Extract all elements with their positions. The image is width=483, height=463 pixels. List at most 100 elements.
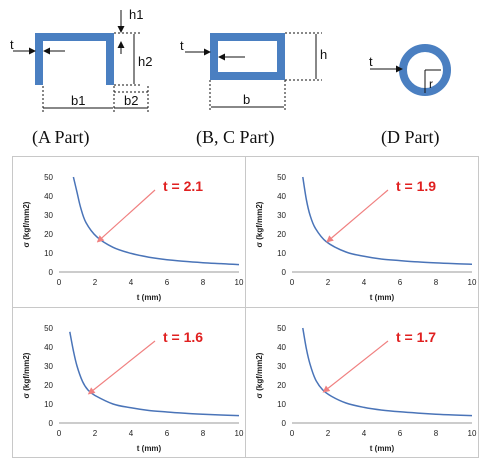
x-tick-label: 2 [93,429,98,438]
y-tick-label: 0 [49,419,54,428]
y-tick-label: 40 [277,343,286,352]
annotation-arrow-head [326,235,334,243]
annotation-arrow-line [101,189,156,239]
x-axis-label: t (mm) [137,444,162,453]
x-tick-label: 10 [235,429,244,438]
x-tick-label: 8 [201,278,206,287]
part-d-label-t: t [369,54,373,69]
annotation-label: t = 2.1 [163,178,203,194]
y-tick-label: 10 [44,400,53,409]
y-tick-label: 20 [44,230,53,239]
x-tick-label: 2 [93,278,98,287]
annotation-arrow-head [96,235,105,243]
y-tick-label: 50 [277,173,286,182]
x-tick-label: 6 [165,429,170,438]
annotation-arrow-line [331,189,389,239]
x-tick-label: 4 [129,429,134,438]
part-bc-label-t: t [180,38,184,53]
part-bc-label-h: h [320,47,327,62]
x-tick-label: 6 [165,278,170,287]
x-tick-label: 0 [57,429,62,438]
y-tick-label: 20 [277,230,286,239]
chart-panel-3: 0 10 20 30 40 50 0 2 4 6 8 10 t (mm) σ (kgf/mm2) t = 1… [13,308,245,458]
x-tick-label: 8 [201,429,206,438]
x-tick-label: 10 [468,278,477,287]
x-tick-label: 6 [398,278,403,287]
x-tick-label: 8 [434,429,439,438]
part-bc-label-b: b [243,92,250,107]
y-tick-label: 0 [49,268,54,277]
x-tick-label: 6 [398,429,403,438]
cross-section-diagrams: t h1 h2 b1 b2 t h [0,0,483,147]
annotation-arrow-head [87,387,96,395]
y-tick-label: 40 [44,343,53,352]
x-axis-label: t (mm) [370,444,395,453]
y-tick-label: 30 [277,211,286,220]
x-tick-label: 0 [290,429,295,438]
x-tick-label: 2 [326,429,331,438]
y-tick-label: 20 [44,381,53,390]
y-tick-label: 10 [44,249,53,258]
y-tick-label: 50 [44,173,53,182]
x-tick-label: 4 [129,278,134,287]
stress-chart-1: 0 10 20 30 40 50 0 2 4 6 8 10 t (mm) σ (kgf/mm2) t = 2… [22,173,244,302]
part-a-label-t: t [10,37,14,52]
caption-a-part: (A Part) [32,127,90,147]
caption-d-part: (D Part) [381,127,440,147]
x-axis-label: t (mm) [370,293,395,302]
y-tick-label: 50 [277,324,286,333]
y-axis-label: σ (kgf/mm2) [22,352,31,398]
y-axis-label: σ (kgf/mm2) [22,201,31,247]
annotation-arrow-line [92,340,156,391]
y-tick-label: 10 [277,400,286,409]
y-axis-label: σ (kgf/mm2) [255,201,264,247]
cross-section-drawings: t h1 h2 b1 b2 t h [10,7,451,112]
chart-panel-2: 0 10 20 30 40 50 0 2 4 6 8 10 t (mm) σ (kgf/mm2) t = 1… [246,157,478,307]
part-a-label-b2: b2 [124,93,138,108]
x-tick-label: 4 [362,429,367,438]
y-tick-label: 40 [44,192,53,201]
part-a-channel-shape [35,33,114,85]
chart-panel-1: 0 10 20 30 40 50 0 2 4 6 8 10 t (mm) σ (kgf/mm2) t = 2… [13,157,245,307]
part-bc-rect-shape [210,33,285,80]
y-tick-label: 0 [282,419,287,428]
stress-curve [72,176,240,266]
chart-panel-4: 0 10 20 30 40 50 0 2 4 6 8 10 t (mm) σ (kgf/mm2) t = 1… [246,308,478,458]
part-d-section: t r [369,44,451,96]
annotation-arrow-line [327,340,389,389]
annotation-label: t = 1.6 [163,329,203,345]
grid-divider-horizontal [13,307,478,308]
part-a-label-h1: h1 [129,7,143,22]
x-tick-label: 4 [362,278,367,287]
part-a-label-b1: b1 [71,93,85,108]
x-axis-label: t (mm) [137,293,162,302]
stress-chart-3: 0 10 20 30 40 50 0 2 4 6 8 10 t (mm) σ (kgf/mm2) t = 1… [22,324,244,453]
part-bc-section: t h b [180,32,327,112]
y-tick-label: 30 [44,362,53,371]
y-tick-label: 50 [44,324,53,333]
annotation-label: t = 1.9 [396,178,436,194]
x-tick-label: 2 [326,278,331,287]
y-tick-label: 40 [277,192,286,201]
stress-curve [302,327,473,417]
x-tick-label: 10 [235,278,244,287]
stress-curve [302,176,473,265]
y-tick-label: 30 [277,362,286,371]
stress-chart-2: 0 10 20 30 40 50 0 2 4 6 8 10 t (mm) σ (kgf/mm2) t = 1… [255,173,477,302]
caption-bc-part: (B, C Part) [196,127,275,147]
x-tick-label: 0 [290,278,295,287]
annotation-label: t = 1.7 [396,329,436,345]
stress-curve [69,331,240,417]
x-tick-label: 0 [57,278,62,287]
y-axis-label: σ (kgf/mm2) [255,352,264,398]
stress-chart-4: 0 10 20 30 40 50 0 2 4 6 8 10 t (mm) σ (kgf/mm2) t = 1… [255,324,477,453]
y-tick-label: 10 [277,249,286,258]
y-tick-label: 0 [282,268,287,277]
y-tick-label: 30 [44,211,53,220]
part-a-label-h2: h2 [138,54,152,69]
x-tick-label: 10 [468,429,477,438]
y-tick-label: 20 [277,381,286,390]
part-d-label-r: r [429,77,433,91]
stress-chart-grid: 0 10 20 30 40 50 0 2 4 6 8 10 t (mm) σ (kgf/mm2) t = 2… [12,156,479,458]
annotation-arrow-head [322,385,331,393]
